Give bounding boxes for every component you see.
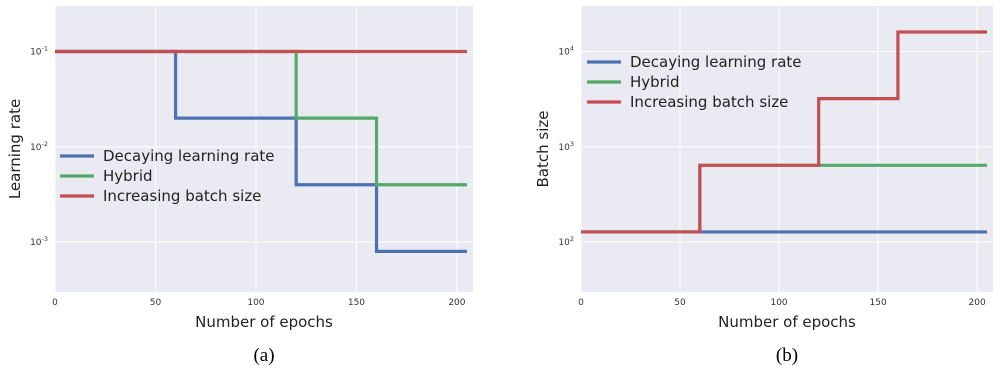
legend-label: Decaying learning rate	[103, 147, 275, 165]
x-tick-label: 50	[674, 298, 686, 308]
legend-label: Increasing batch size	[630, 93, 788, 111]
x-tick-label: 150	[348, 298, 365, 308]
plot-background	[581, 6, 993, 292]
chart-b: 0 50 100 150 200 104 103 102 Decaying learning r…	[534, 6, 993, 366]
x-axis-label: Number of epochs	[195, 313, 333, 331]
y-tick-label: 104	[558, 44, 574, 57]
subfigure-caption: (a)	[253, 345, 274, 366]
y-tick-label: 10-2	[30, 140, 48, 153]
x-tick-label: 100	[770, 298, 787, 308]
y-tick-label: 10-1	[30, 44, 48, 57]
y-tick-label: 10-3	[30, 235, 48, 248]
legend-label: Increasing batch size	[103, 187, 261, 205]
series-line-increasing-batch-size	[581, 30, 988, 234]
plot-background	[55, 6, 473, 292]
x-tick-label: 200	[969, 298, 986, 308]
series-line-decaying-learning-rate	[55, 49, 467, 253]
x-tick-label: 150	[870, 298, 887, 308]
x-tick-label: 0	[52, 298, 58, 308]
x-axis-label: Number of epochs	[718, 313, 856, 331]
legend-label: Decaying learning rate	[630, 53, 802, 71]
x-tick-label: 50	[150, 298, 162, 308]
x-tick-label: 0	[578, 298, 584, 308]
y-tick-label: 103	[558, 140, 574, 153]
legend-label: Hybrid	[103, 167, 153, 185]
x-tick-label: 100	[247, 298, 264, 308]
y-axis-label: Learning rate	[6, 99, 24, 199]
x-tick-label: 200	[448, 298, 465, 308]
subfigure-caption: (b)	[776, 345, 798, 366]
legend-label: Hybrid	[630, 73, 680, 91]
chart-a: 0 50 100 150 200 10-1 10-2 10-3 Decaying learnin…	[6, 6, 473, 366]
y-axis-label: Batch size	[534, 111, 552, 188]
y-tick-label: 102	[558, 235, 574, 248]
